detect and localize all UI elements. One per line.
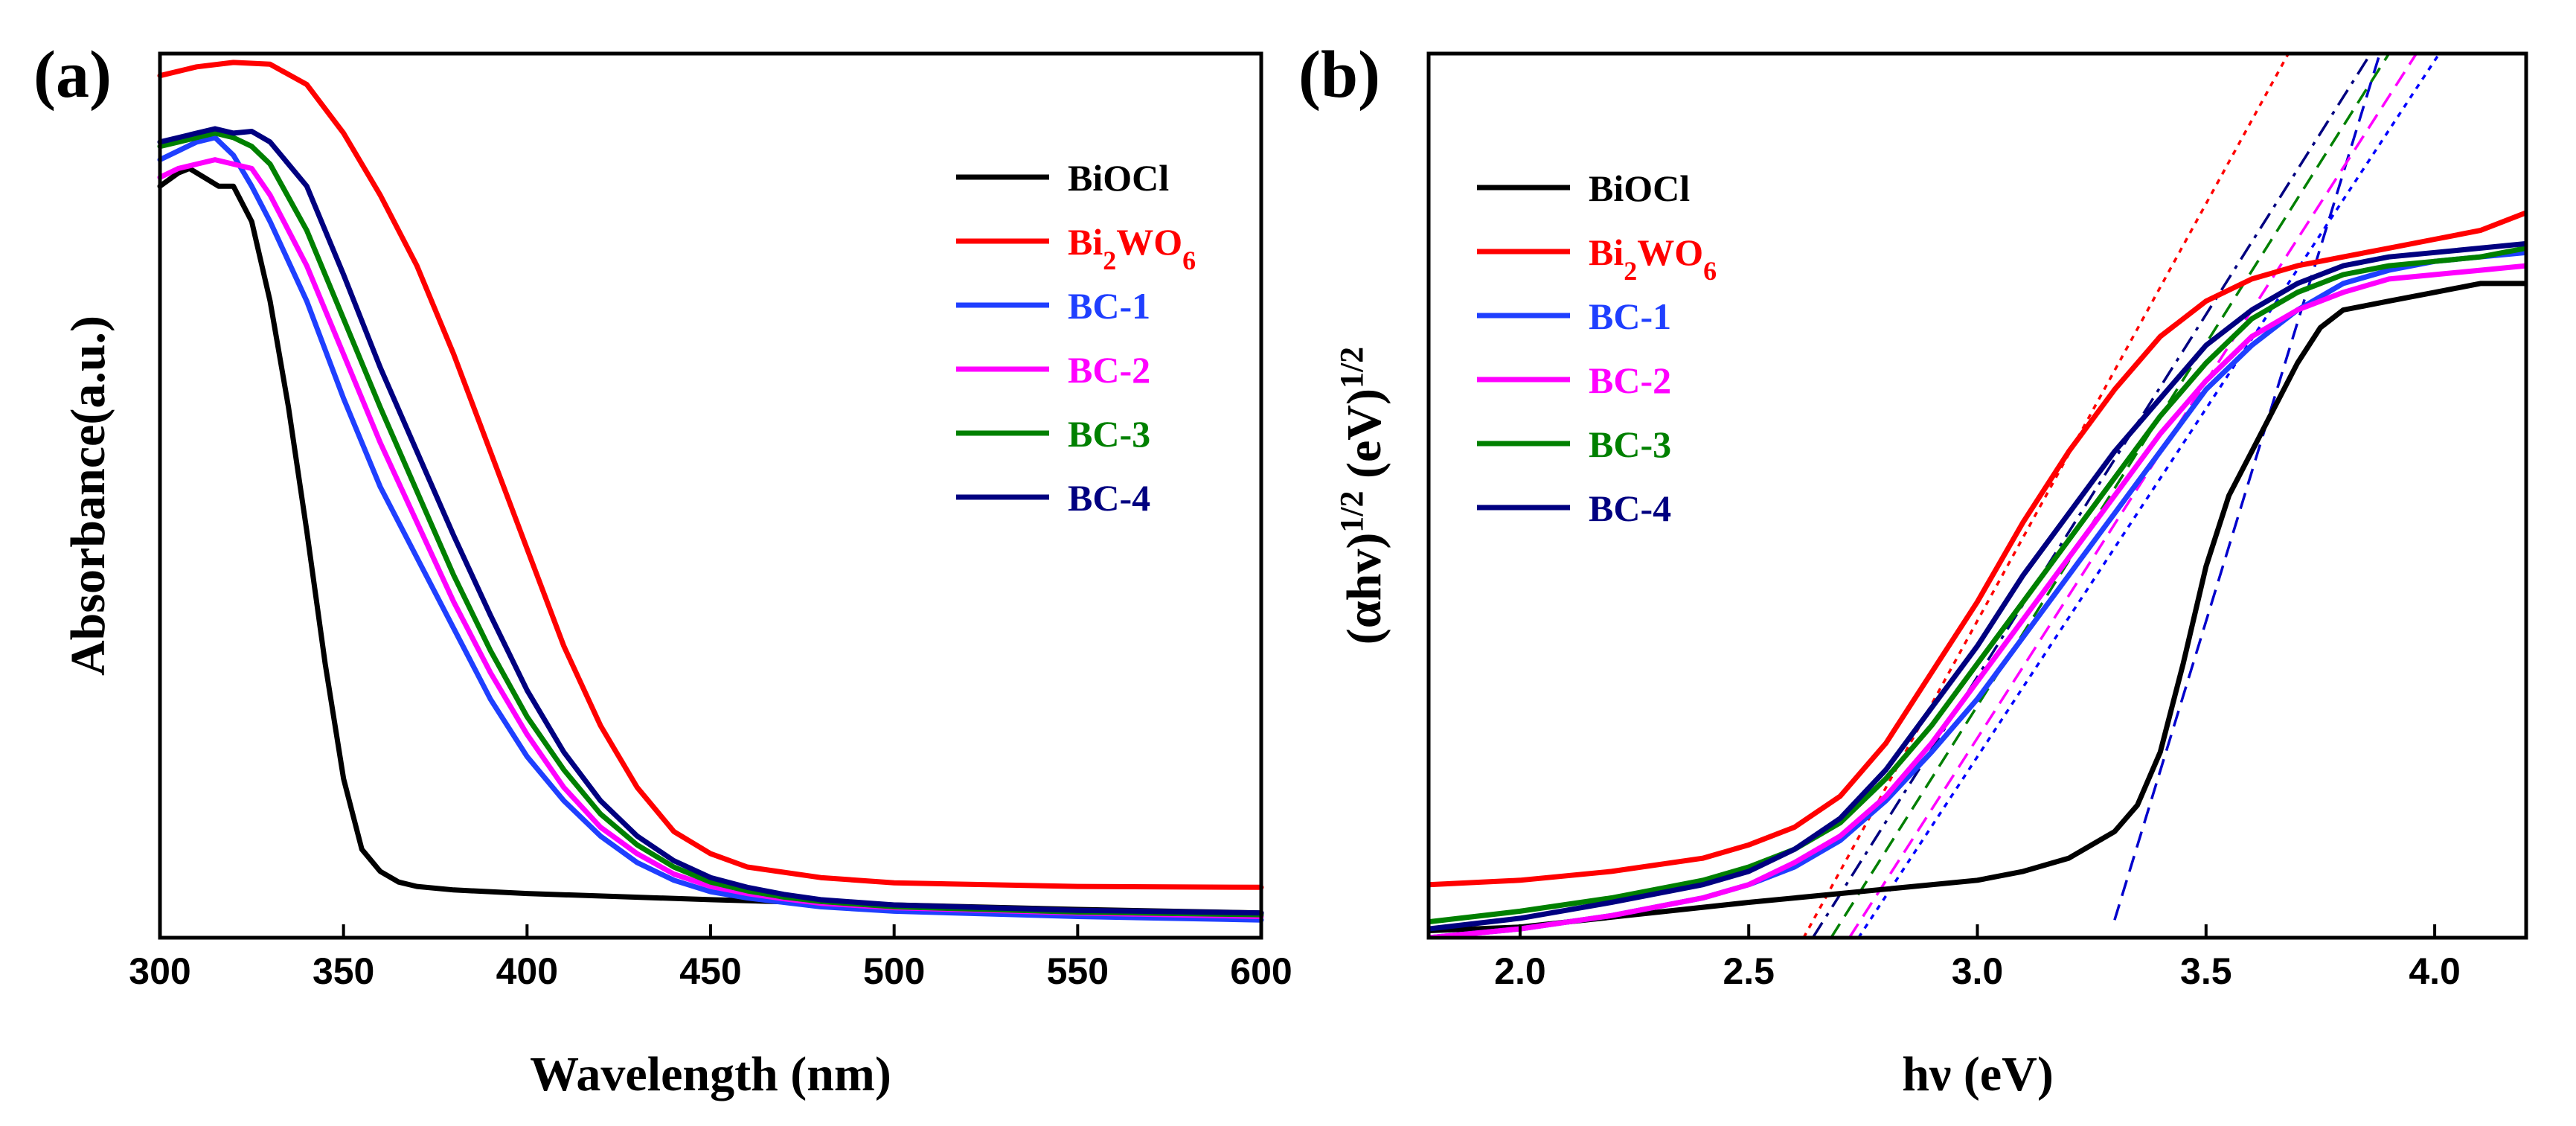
panel-a-y-axis-title: Absorbance(a.u.) [61,316,115,676]
x-tick-label-a-300: 300 [129,950,190,992]
panel-b-y-axis-title: (αhv)1/2 (eV)1/2 [1333,347,1392,644]
series-line-b-bc4 [1429,240,2526,932]
series-line-b-bc2 [1429,263,2526,938]
series-line-b-bc3 [1429,245,2526,925]
x-tick-label-a-450: 450 [679,950,741,992]
legend-a-label-bc1: BC-1 [1068,285,1150,327]
x-tick-label-a-500: 500 [863,950,925,992]
legend-a-item-bi2wo6: Bi2WO6 [956,221,1196,275]
x-tick-label-a-400: 400 [496,950,558,992]
panel-a-label: (a) [33,38,112,112]
panel-b-label: (b) [1298,38,1380,112]
legend-b-item-bi2wo6: Bi2WO6 [1477,231,1717,286]
series-line-b-bi2wo6 [1429,210,2526,888]
x-tick-label-a-350: 350 [313,950,374,992]
legend-b-label-bi2wo6: Bi2WO6 [1589,231,1717,286]
panel-b: (b) 2.0 2.5 3.0 3.5 4.0 hν (eV) (αhv)1/2 (eV… [1298,38,2528,1101]
legend-a-label-bc2: BC-2 [1068,349,1150,391]
legend-a-item-biocl: BiOCl [956,157,1169,199]
panel-a-x-ticks: 300 350 400 450 500 550 600 [129,924,1292,992]
tangent-line-b-bc3 [1830,54,2391,938]
legend-b-item-biocl: BiOCl [1477,167,1690,209]
panel-a-legend: BiOCl Bi2WO6 BC-1 BC-2 BC-3 BC-4 [956,157,1196,519]
x-tick-label-b-30: 3.0 [1952,950,2004,992]
tangent-line-b-bi2wo6 [1802,54,2290,938]
legend-b-label-bc4: BC-4 [1589,487,1671,529]
legend-b-item-bc4: BC-4 [1477,487,1671,529]
series-line-a-biocl [157,165,1264,916]
panel-a-x-axis-title: Wavelength (nm) [530,1047,891,1101]
legend-a-label-biocl: BiOCl [1068,157,1169,199]
legend-a-item-bc2: BC-2 [956,349,1150,391]
legend-b-label-bc1: BC-1 [1589,295,1671,337]
legend-b-label-bc3: BC-3 [1589,423,1671,465]
x-tick-label-a-600: 600 [1230,950,1292,992]
panel-b-legend: BiOCl Bi2WO6 BC-1 BC-2 BC-3 BC-4 [1477,167,1717,529]
legend-a-item-bc4: BC-4 [956,477,1150,519]
series-line-b-bc1 [1429,249,2526,938]
panel-a: (a) 300 350 400 450 500 550 600 Wavelength (nm… [33,38,1292,1101]
legend-b-item-bc3: BC-3 [1477,423,1671,465]
panel-b-x-ticks: 2.0 2.5 3.0 3.5 4.0 [1494,924,2461,992]
legend-a-item-bc1: BC-1 [956,285,1150,327]
panel-b-x-axis-title: hν (eV) [1902,1047,2054,1101]
series-line-a-bi2wo6 [157,60,1264,890]
legend-b-item-bc2: BC-2 [1477,359,1671,401]
legend-a-label-bc3: BC-3 [1068,413,1150,455]
tangent-line-b-bc4 [1811,54,2372,938]
series-line-a-bc1 [157,135,1264,923]
x-tick-label-b-20: 2.0 [1494,950,1546,992]
panel-b-series [1429,54,2526,938]
series-line-a-bc4 [157,126,1264,916]
series-line-a-bc3 [157,130,1264,918]
legend-a-label-bi2wo6: Bi2WO6 [1068,221,1196,275]
tangent-line-b-bc2 [1848,54,2418,938]
panel-a-series [157,60,1264,923]
legend-b-label-biocl: BiOCl [1589,167,1690,209]
series-line-b-biocl [1429,281,2526,933]
x-tick-label-b-35: 3.5 [2180,950,2232,992]
tangent-line-b-bc1 [1857,54,2441,938]
legend-b-label-bc2: BC-2 [1589,359,1671,401]
x-tick-label-a-550: 550 [1047,950,1109,992]
x-tick-label-b-40: 4.0 [2409,950,2461,992]
legend-a-item-bc3: BC-3 [956,413,1150,455]
legend-a-label-bc4: BC-4 [1068,477,1150,519]
legend-b-item-bc1: BC-1 [1477,295,1671,337]
x-tick-label-b-25: 2.5 [1723,950,1775,992]
